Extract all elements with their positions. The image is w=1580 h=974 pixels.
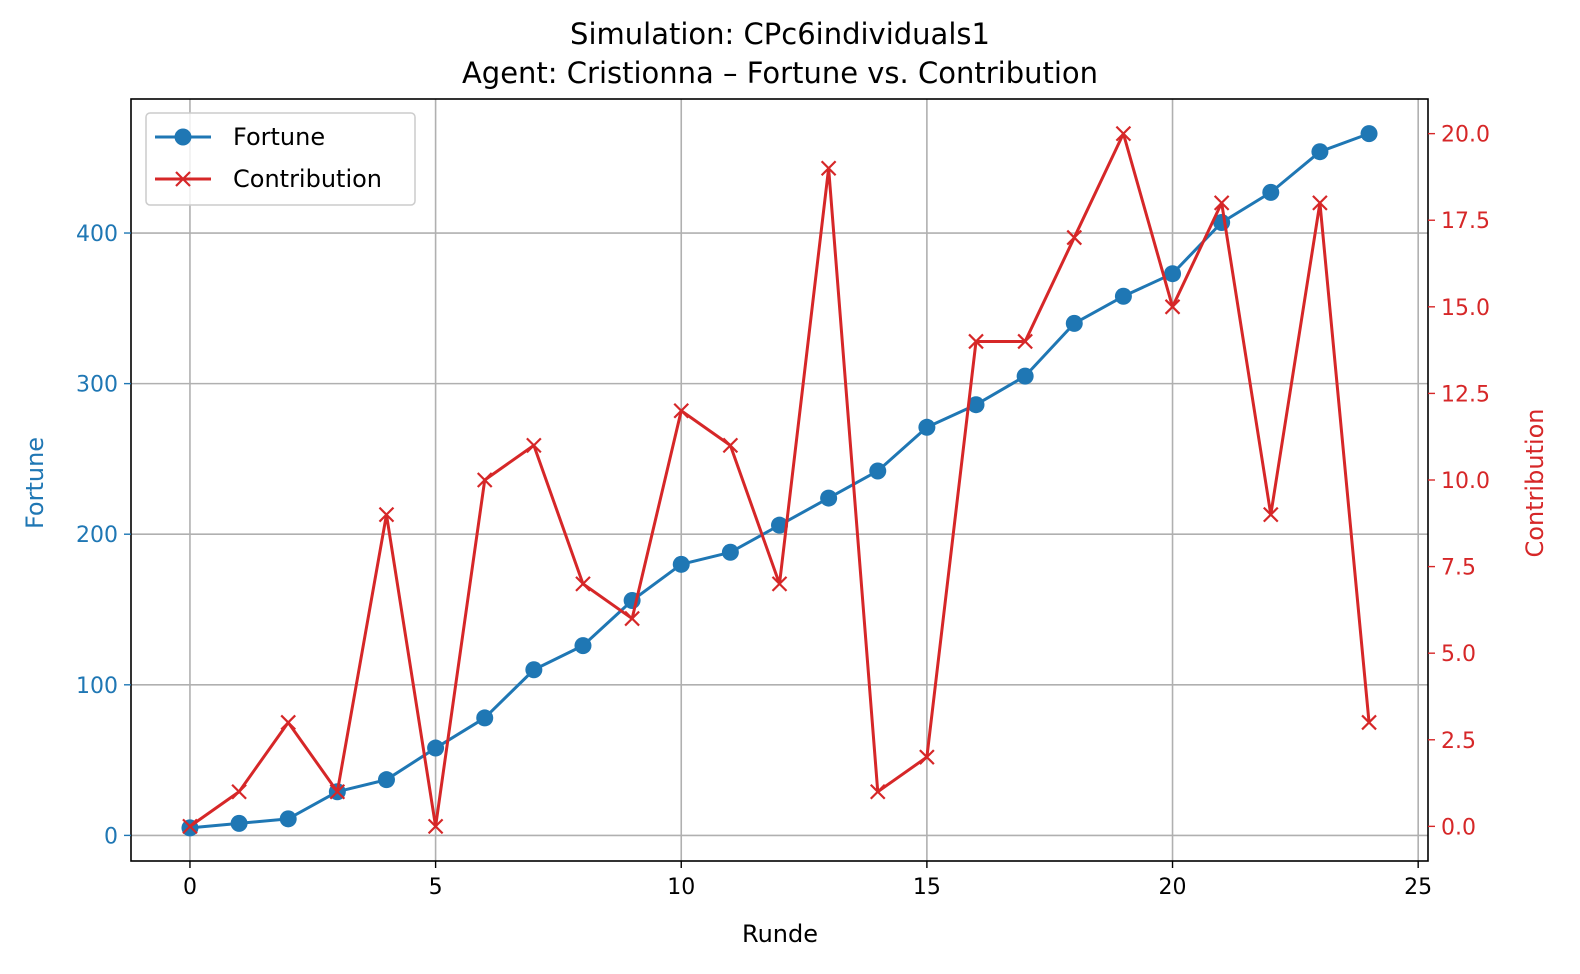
plot-frame <box>130 98 1429 862</box>
y-left-tick-label-1: 100 <box>76 674 118 699</box>
contribution-point-6 <box>476 472 493 488</box>
fortune-line <box>189 132 1370 830</box>
contribution-point-23 <box>1312 195 1328 211</box>
contribution-line <box>189 132 1371 828</box>
fortune-point-7 <box>525 661 543 679</box>
contribution-point-21 <box>1213 195 1230 211</box>
fortune-point-22 <box>1262 183 1280 201</box>
contribution-point-14 <box>869 783 886 800</box>
fortune-point-10 <box>672 555 690 573</box>
contribution-point-18 <box>1066 229 1083 246</box>
x-tick-label-2: 10 <box>667 875 695 900</box>
fortune-point-12 <box>771 516 788 534</box>
contribution-point-1 <box>231 783 247 800</box>
fortune-point-4 <box>377 771 395 789</box>
y-axis-right-label: Contribution <box>1521 408 1549 557</box>
legend: Fortune Contribution <box>145 112 416 206</box>
legend-item-fortune: Fortune <box>155 123 325 151</box>
y-left-tick-label-0: 0 <box>104 824 118 849</box>
fortune-point-18 <box>1065 314 1083 332</box>
contribution-point-16 <box>968 333 984 350</box>
series-contribution <box>182 125 1377 835</box>
contribution-point-22 <box>1263 506 1279 523</box>
y-right-tick-label-0: 0.0 <box>1441 815 1476 840</box>
y-right-tick-label-3: 7.5 <box>1441 556 1476 581</box>
contribution-point-4 <box>378 506 395 523</box>
contribution-point-7 <box>526 437 542 454</box>
legend-label-contribution: Contribution <box>233 165 382 193</box>
y-left-tick-label-3: 300 <box>76 373 118 398</box>
y-left-tick-label-4: 400 <box>76 222 118 247</box>
fortune-point-15 <box>918 418 936 436</box>
y-right-tick-label-2: 5.0 <box>1441 642 1476 667</box>
fortune-point-20 <box>1164 265 1182 283</box>
legend-marker-contribution <box>175 171 191 187</box>
contribution-point-10 <box>673 402 690 419</box>
grid <box>131 99 1428 861</box>
series-layer <box>181 125 1378 837</box>
fortune-point-8 <box>574 637 592 655</box>
fortune-point-2 <box>279 810 297 828</box>
fortune-point-17 <box>1016 367 1034 385</box>
fortune-point-13 <box>820 489 838 507</box>
contribution-point-20 <box>1164 299 1181 315</box>
y-axis-left: 0 100 200 300 400 <box>76 222 131 849</box>
fortune-point-14 <box>869 462 887 480</box>
fortune-point-23 <box>1311 143 1329 161</box>
contribution-point-15 <box>919 749 935 765</box>
contribution-point-13 <box>820 160 837 177</box>
legend-box <box>145 112 416 206</box>
contribution-point-11 <box>722 437 739 454</box>
fortune-point-19 <box>1114 287 1132 305</box>
x-tick-label-1: 5 <box>429 875 443 900</box>
x-axis-label: Runde <box>742 920 818 948</box>
y-right-tick-label-4: 10.0 <box>1441 469 1490 494</box>
y-axis-right: 0.0 2.5 5.0 7.5 10.0 12.5 15.0 17.5 20.0 <box>1428 123 1490 840</box>
contribution-point-9 <box>624 610 640 627</box>
contribution-point-12 <box>771 576 788 592</box>
legend-marker-fortune <box>174 128 192 146</box>
fortune-point-16 <box>967 396 985 414</box>
fortune-point-1 <box>230 814 248 832</box>
x-tick-label-5: 25 <box>1404 875 1432 900</box>
contribution-point-19 <box>1115 125 1132 142</box>
y-left-tick-label-2: 200 <box>76 523 118 548</box>
contribution-point-3 <box>329 783 346 800</box>
fortune-point-24 <box>1360 125 1378 143</box>
contribution-point-17 <box>1017 333 1033 350</box>
contribution-point-5 <box>427 818 444 835</box>
fortune-point-11 <box>721 543 739 561</box>
x-tick-label-0: 0 <box>183 875 197 900</box>
contribution-point-0 <box>182 818 198 835</box>
y-right-tick-label-6: 15.0 <box>1441 296 1490 321</box>
fortune-point-5 <box>427 739 445 757</box>
contribution-point-8 <box>575 576 591 592</box>
legend-item-contribution: Contribution <box>155 165 382 193</box>
y-right-tick-label-5: 12.5 <box>1441 382 1490 407</box>
x-tick-label-4: 20 <box>1159 875 1187 900</box>
chart-subtitle: Agent: Cristionna – Fortune vs. Contribu… <box>462 56 1098 90</box>
y-right-tick-label-1: 2.5 <box>1441 729 1476 754</box>
series-fortune <box>181 125 1378 837</box>
legend-label-fortune: Fortune <box>233 123 325 151</box>
contribution-point-2 <box>280 714 296 731</box>
chart-title: Simulation: CPc6individuals1 <box>570 17 990 51</box>
y-axis-left-label: Fortune <box>21 437 49 529</box>
x-tick-label-3: 15 <box>913 875 941 900</box>
y-right-tick-label-7: 17.5 <box>1441 209 1490 234</box>
x-axis: 0 5 10 15 20 25 <box>183 861 1432 900</box>
contribution-point-24 <box>1361 714 1377 731</box>
y-right-tick-label-8: 20.0 <box>1441 123 1490 148</box>
fortune-point-6 <box>476 709 494 727</box>
